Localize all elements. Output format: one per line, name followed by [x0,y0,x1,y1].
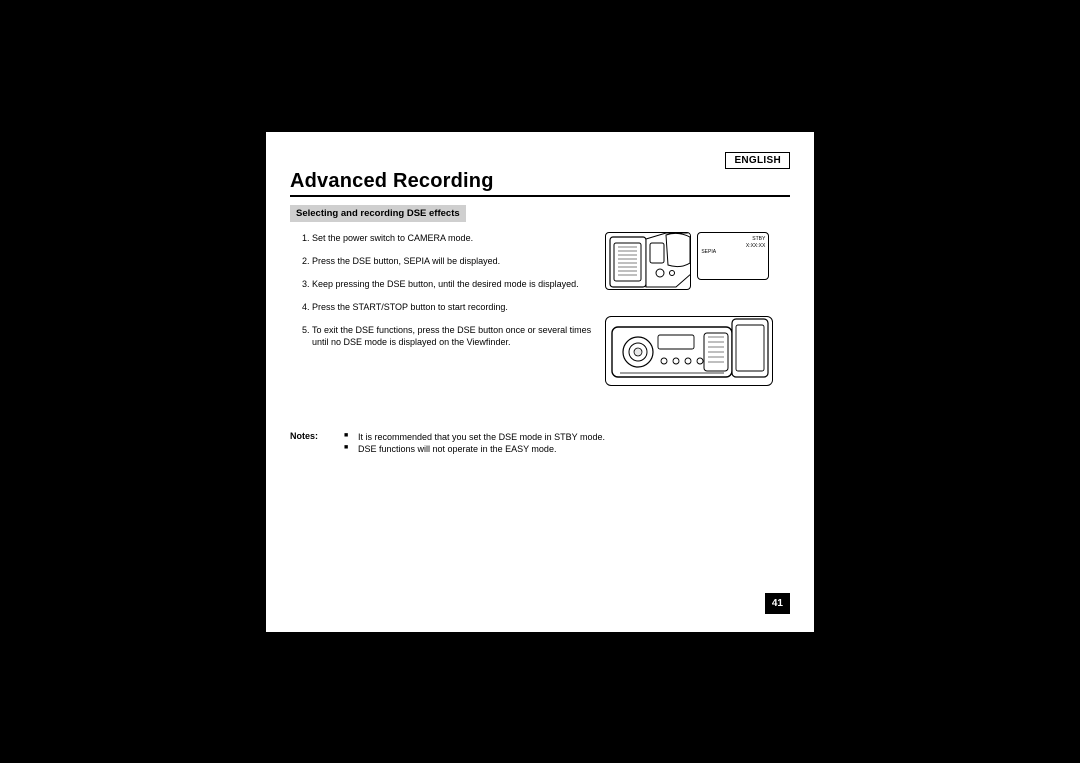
note-item: DSE functions will not operate in the EA… [344,443,605,455]
steps-list: Set the power switch to CAMERA mode. Pre… [290,232,591,349]
title-rule [290,195,790,197]
note-item: It is recommended that you set the DSE m… [344,431,605,443]
language-badge: ENGLISH [725,152,790,169]
step-item: Set the power switch to CAMERA mode. [312,232,591,244]
viewfinder-mode-label: SEPIA [701,249,716,255]
viewfinder-stby-label: STBY [752,236,765,242]
manual-page: ENGLISH Advanced Recording Selecting and… [266,132,814,632]
body-row: Set the power switch to CAMERA mode. Pre… [290,232,790,386]
camera-top-illustration [605,232,691,290]
notes-row: Notes: It is recommended that you set th… [290,431,790,455]
step-item: Press the START/STOP button to start rec… [312,301,591,313]
notes-label: Notes: [290,431,334,455]
camera-bottom-illustration [605,316,773,386]
step-item: Keep pressing the DSE button, until the … [312,278,591,290]
notes-list: It is recommended that you set the DSE m… [344,431,605,455]
step-item: Press the DSE button, SEPIA will be disp… [312,255,591,267]
page-number-badge: 41 [765,593,790,614]
steps-column: Set the power switch to CAMERA mode. Pre… [290,232,591,386]
section-subheading: Selecting and recording DSE effects [290,205,466,222]
figures-column: STBY X:XX:XX SEPIA [605,232,790,386]
viewfinder-display: STBY X:XX:XX SEPIA [697,232,769,280]
figure-group-top: STBY X:XX:XX SEPIA [605,232,790,290]
page-title: Advanced Recording [290,170,790,193]
viewfinder-time-label: X:XX:XX [746,243,765,249]
step-item: To exit the DSE functions, press the DSE… [312,324,591,348]
